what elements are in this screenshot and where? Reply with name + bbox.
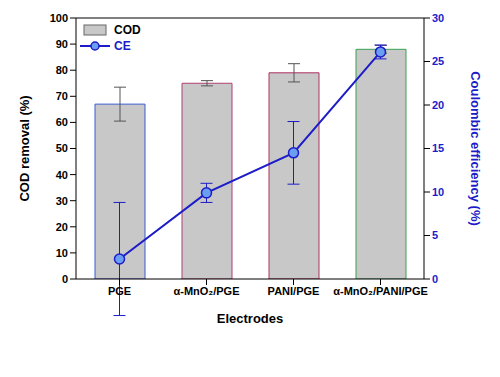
svg-text:0: 0 bbox=[432, 273, 438, 285]
svg-text:0: 0 bbox=[62, 273, 68, 285]
svg-text:40: 40 bbox=[56, 169, 68, 181]
svg-text:Electrodes: Electrodes bbox=[217, 311, 283, 326]
svg-text:30: 30 bbox=[432, 12, 444, 24]
svg-text:80: 80 bbox=[56, 64, 68, 76]
svg-text:Coulombic efficiency (%): Coulombic efficiency (%) bbox=[468, 71, 483, 226]
svg-text:25: 25 bbox=[432, 55, 444, 67]
svg-text:30: 30 bbox=[56, 195, 68, 207]
svg-text:20: 20 bbox=[56, 221, 68, 233]
svg-text:50: 50 bbox=[56, 142, 68, 154]
html-text:COD: COD bbox=[114, 23, 141, 37]
svg-text:70: 70 bbox=[56, 90, 68, 102]
html-text:CE: CE bbox=[114, 39, 131, 53]
svg-text:α-MnO₂/PANI/PGE: α-MnO₂/PANI/PGE bbox=[333, 285, 428, 297]
svg-text:15: 15 bbox=[432, 142, 444, 154]
svg-text:60: 60 bbox=[56, 116, 68, 128]
svg-text:10: 10 bbox=[56, 247, 68, 259]
svg-text:5: 5 bbox=[432, 229, 438, 241]
svg-text:PGE: PGE bbox=[108, 285, 131, 297]
svg-text:PANI/PGE: PANI/PGE bbox=[268, 285, 320, 297]
svg-text:10: 10 bbox=[432, 186, 444, 198]
svg-text:90: 90 bbox=[56, 38, 68, 50]
svg-text:100: 100 bbox=[50, 12, 68, 24]
svg-text:α-MnO₂/PGE: α-MnO₂/PGE bbox=[173, 285, 239, 297]
svg-text:COD removal (%): COD removal (%) bbox=[17, 95, 32, 201]
svg-text:20: 20 bbox=[432, 99, 444, 111]
